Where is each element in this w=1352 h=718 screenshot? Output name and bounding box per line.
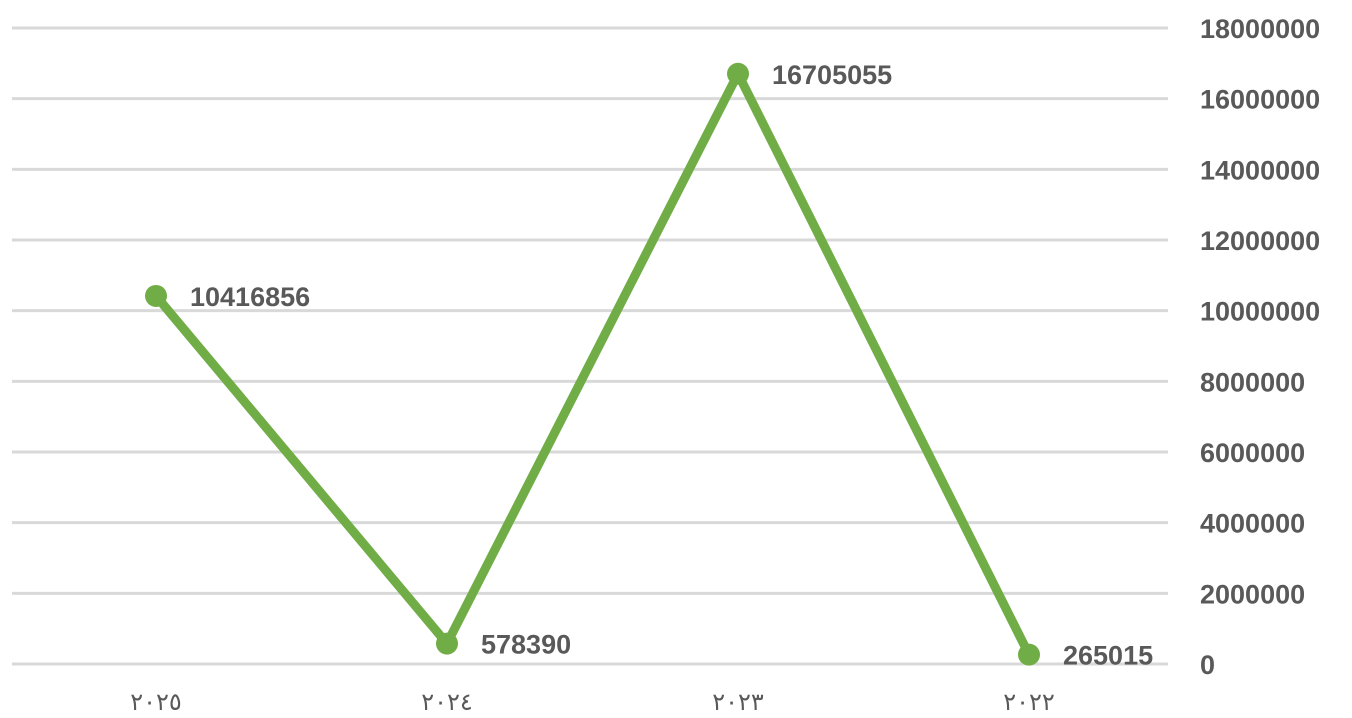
- y-tick-label: 10000000: [1200, 297, 1320, 327]
- data-point: [1018, 643, 1040, 666]
- x-axis-tick-labels: ٢٠٢٥ ٢٠٢٤ ٢٠٢٣ ٢٠٢٢: [130, 688, 1055, 716]
- y-tick-label: 16000000: [1200, 85, 1320, 115]
- data-label: 265015: [1063, 641, 1153, 671]
- data-label: 10416856: [190, 282, 310, 312]
- x-tick-label: ٢٠٢٤: [421, 688, 473, 716]
- data-point: [145, 284, 167, 307]
- gridlines: [12, 26, 1168, 666]
- series-group: [145, 62, 1040, 666]
- data-label: 16705055: [772, 60, 892, 90]
- data-point: [727, 62, 749, 85]
- y-tick-label: 0: [1200, 650, 1215, 680]
- y-tick-label: 8000000: [1200, 367, 1305, 397]
- y-tick-label: 6000000: [1200, 438, 1305, 468]
- y-tick-label: 18000000: [1200, 14, 1320, 44]
- x-tick-label: ٢٠٢٢: [1003, 688, 1055, 716]
- y-tick-label: 12000000: [1200, 226, 1320, 256]
- data-labels: 10416856 578390 16705055 265015: [190, 60, 1153, 671]
- y-tick-label: 14000000: [1200, 155, 1320, 185]
- x-tick-label: ٢٠٢٣: [712, 688, 764, 716]
- y-tick-label: 2000000: [1200, 579, 1305, 609]
- data-point: [436, 632, 458, 655]
- series-line: [151, 69, 1034, 660]
- y-axis-tick-labels: 0 2000000 4000000 6000000 8000000 10000000 120…: [1200, 14, 1320, 680]
- x-tick-label: ٢٠٢٥: [130, 688, 182, 716]
- data-label: 578390: [481, 630, 571, 660]
- y-tick-label: 4000000: [1200, 509, 1305, 539]
